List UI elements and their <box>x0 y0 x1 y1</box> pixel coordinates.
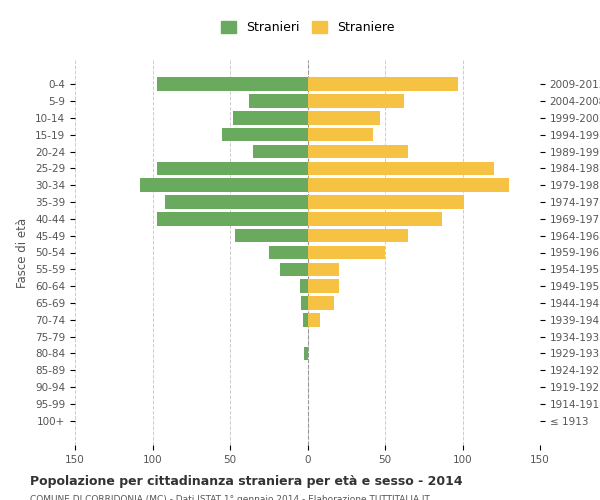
Bar <box>140 178 308 192</box>
Bar <box>308 296 334 310</box>
Legend: Stranieri, Straniere: Stranieri, Straniere <box>216 16 399 39</box>
Bar <box>308 212 442 226</box>
Bar <box>248 94 308 108</box>
Bar <box>308 162 493 175</box>
Bar <box>308 229 408 242</box>
Bar <box>308 145 408 158</box>
Bar <box>308 280 338 293</box>
Bar <box>308 196 464 209</box>
Bar <box>308 94 404 108</box>
Bar <box>235 229 308 242</box>
Bar <box>308 78 458 91</box>
Bar <box>301 296 308 310</box>
Bar <box>280 262 308 276</box>
Bar <box>157 212 308 226</box>
Bar <box>233 111 308 124</box>
Bar <box>308 313 320 326</box>
Y-axis label: Fasce di età: Fasce di età <box>16 218 29 288</box>
Bar <box>253 145 308 158</box>
Text: COMUNE DI CORRIDONIA (MC) - Dati ISTAT 1° gennaio 2014 - Elaborazione TUTTITALIA: COMUNE DI CORRIDONIA (MC) - Dati ISTAT 1… <box>30 495 430 500</box>
Bar <box>303 313 308 326</box>
Bar <box>304 346 308 360</box>
Bar <box>308 246 385 259</box>
Bar <box>308 262 338 276</box>
Bar <box>308 178 509 192</box>
Bar <box>165 196 308 209</box>
Bar <box>308 128 373 141</box>
Bar <box>157 162 308 175</box>
Bar <box>222 128 308 141</box>
Bar <box>308 111 380 124</box>
Y-axis label: Anni di nascita: Anni di nascita <box>599 209 600 296</box>
Bar <box>269 246 308 259</box>
Text: Popolazione per cittadinanza straniera per età e sesso - 2014: Popolazione per cittadinanza straniera p… <box>30 475 463 488</box>
Bar <box>300 280 308 293</box>
Bar <box>157 78 308 91</box>
